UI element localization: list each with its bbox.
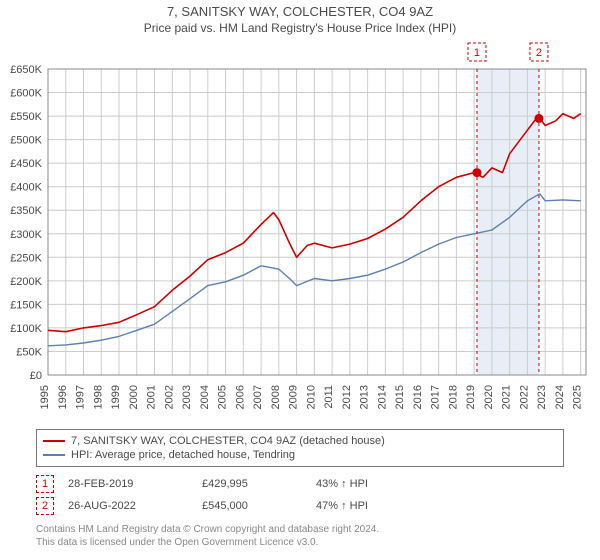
svg-text:2008: 2008: [270, 385, 282, 409]
svg-text:2007: 2007: [252, 385, 264, 409]
price-chart: £0 £50K £100K £150K £200K £250K £300K £350K £400…: [0, 35, 600, 425]
svg-text:1997: 1997: [75, 385, 87, 409]
svg-text:2006: 2006: [234, 385, 246, 409]
legend-label: HPI: Average price, detached house, Tend…: [71, 449, 295, 461]
svg-text:£550K: £550K: [10, 111, 42, 123]
svg-text:£100K: £100K: [10, 323, 42, 335]
svg-text:2001: 2001: [146, 385, 158, 409]
chart-title-line2: Price paid vs. HM Land Registry's House …: [0, 21, 600, 35]
sale-date: 26-AUG-2022: [68, 500, 188, 512]
svg-text:2004: 2004: [199, 385, 211, 409]
svg-text:2015: 2015: [394, 385, 406, 409]
svg-text:£400K: £400K: [10, 182, 42, 194]
svg-text:2019: 2019: [465, 385, 477, 409]
svg-text:£300K: £300K: [10, 229, 42, 241]
sale-hpi: 43% ↑ HPI: [316, 478, 416, 490]
sale-price: £545,000: [202, 500, 302, 512]
svg-text:2005: 2005: [217, 385, 229, 409]
svg-text:1999: 1999: [110, 385, 122, 409]
sale-hpi: 47% ↑ HPI: [316, 500, 416, 512]
svg-text:2014: 2014: [376, 385, 388, 409]
svg-text:£150K: £150K: [10, 299, 42, 311]
sale-marker-box: 2: [36, 497, 54, 515]
sale-date: 28-FEB-2019: [68, 478, 188, 490]
legend-swatch: [43, 440, 65, 442]
sale-row: 1 28-FEB-2019 £429,995 43% ↑ HPI: [36, 473, 564, 495]
svg-text:£350K: £350K: [10, 205, 42, 217]
svg-text:2023: 2023: [536, 385, 548, 409]
svg-text:2016: 2016: [412, 385, 424, 409]
svg-text:1: 1: [474, 47, 480, 59]
svg-text:2024: 2024: [554, 385, 566, 409]
svg-text:1998: 1998: [92, 385, 104, 409]
legend-row: HPI: Average price, detached house, Tend…: [43, 448, 557, 462]
svg-text:1996: 1996: [57, 385, 69, 409]
svg-text:2025: 2025: [572, 385, 584, 409]
svg-text:2017: 2017: [430, 385, 442, 409]
svg-text:£500K: £500K: [10, 135, 42, 147]
footer-attribution: Contains HM Land Registry data © Crown c…: [36, 523, 564, 549]
svg-text:£50K: £50K: [16, 346, 42, 358]
svg-text:2018: 2018: [447, 385, 459, 409]
svg-text:£200K: £200K: [10, 276, 42, 288]
svg-text:£650K: £650K: [10, 64, 42, 76]
svg-text:2021: 2021: [501, 385, 513, 409]
svg-text:2009: 2009: [288, 385, 300, 409]
svg-text:2012: 2012: [341, 385, 353, 409]
svg-text:2000: 2000: [128, 385, 140, 409]
svg-text:£600K: £600K: [10, 88, 42, 100]
svg-text:2003: 2003: [181, 385, 193, 409]
svg-text:2022: 2022: [518, 385, 530, 409]
footer-line: Contains HM Land Registry data © Crown c…: [36, 523, 564, 536]
legend-label: 7, SANITSKY WAY, COLCHESTER, CO4 9AZ (de…: [71, 435, 385, 447]
svg-text:2010: 2010: [305, 385, 317, 409]
legend-row: 7, SANITSKY WAY, COLCHESTER, CO4 9AZ (de…: [43, 434, 557, 448]
svg-text:2020: 2020: [483, 385, 495, 409]
svg-text:1995: 1995: [39, 385, 51, 409]
chart-title-line1: 7, SANITSKY WAY, COLCHESTER, CO4 9AZ: [0, 4, 600, 19]
svg-text:2002: 2002: [163, 385, 175, 409]
svg-text:£450K: £450K: [10, 158, 42, 170]
sale-row: 2 26-AUG-2022 £545,000 47% ↑ HPI: [36, 495, 564, 517]
svg-text:£250K: £250K: [10, 252, 42, 264]
legend: 7, SANITSKY WAY, COLCHESTER, CO4 9AZ (de…: [36, 429, 564, 467]
svg-text:2013: 2013: [359, 385, 371, 409]
sale-records: 1 28-FEB-2019 £429,995 43% ↑ HPI 2 26-AU…: [36, 473, 564, 517]
svg-text:£0: £0: [30, 370, 42, 382]
footer-line: This data is licensed under the Open Gov…: [36, 536, 564, 549]
sale-price: £429,995: [202, 478, 302, 490]
legend-swatch: [43, 454, 65, 456]
sale-marker-box: 1: [36, 475, 54, 493]
svg-text:2011: 2011: [323, 385, 335, 409]
svg-text:2: 2: [536, 47, 542, 59]
